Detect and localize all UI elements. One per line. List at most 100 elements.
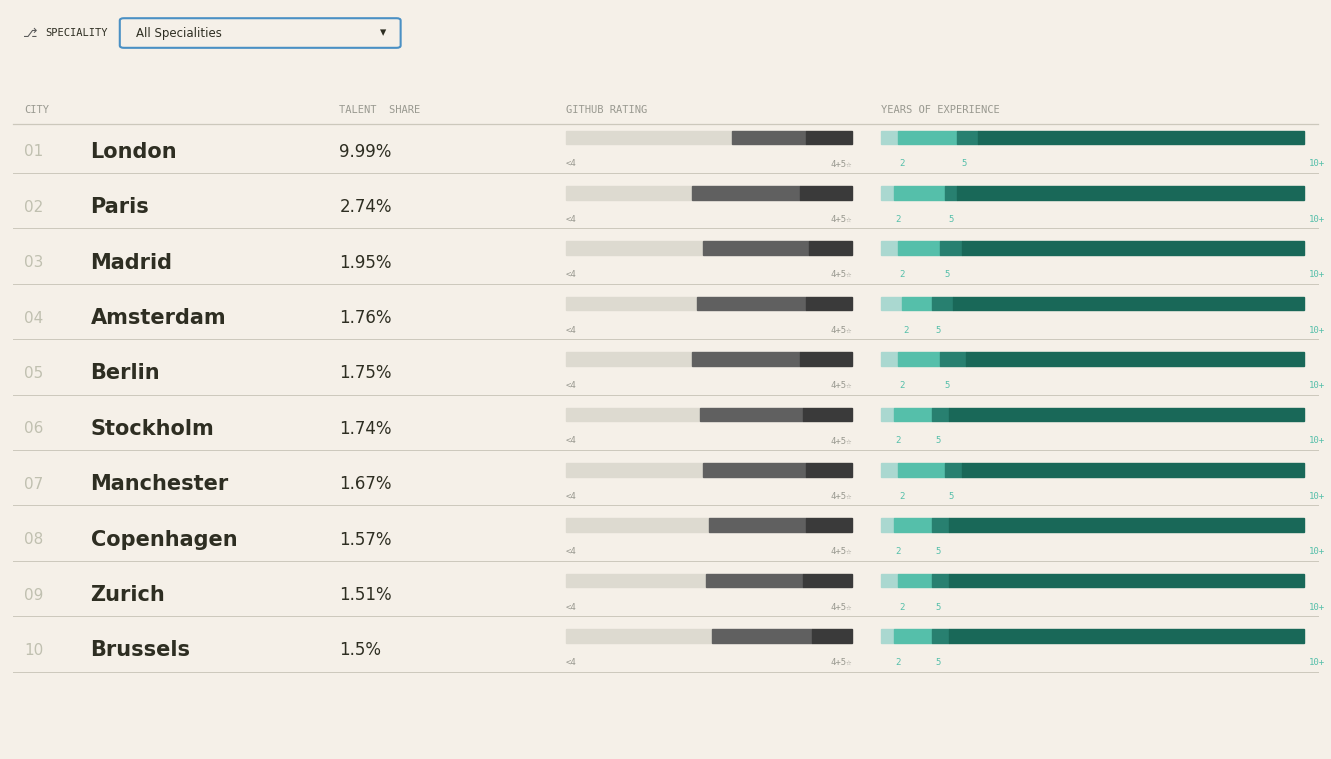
- Bar: [881, 629, 894, 643]
- FancyBboxPatch shape: [120, 18, 401, 48]
- Text: 09: 09: [24, 587, 44, 603]
- Text: 5: 5: [945, 270, 950, 279]
- Bar: [800, 186, 852, 200]
- Bar: [881, 352, 898, 366]
- Text: 03: 03: [24, 255, 44, 270]
- Text: 2: 2: [896, 436, 901, 446]
- Text: 4+5☆: 4+5☆: [831, 381, 852, 390]
- Bar: [898, 131, 957, 144]
- Text: 2.74%: 2.74%: [339, 198, 391, 216]
- Text: 5: 5: [936, 326, 941, 335]
- Bar: [945, 186, 957, 200]
- Text: 10+: 10+: [1308, 492, 1324, 501]
- Bar: [949, 629, 1304, 643]
- Text: 07: 07: [24, 477, 43, 492]
- Text: 4+5☆: 4+5☆: [831, 492, 852, 501]
- Bar: [566, 241, 703, 255]
- Bar: [807, 463, 852, 477]
- Bar: [945, 463, 961, 477]
- Bar: [898, 463, 945, 477]
- Text: Amsterdam: Amsterdam: [91, 308, 226, 328]
- Bar: [881, 574, 898, 587]
- Text: <4: <4: [566, 492, 576, 501]
- Text: Berlin: Berlin: [91, 364, 160, 383]
- Text: 1.95%: 1.95%: [339, 254, 391, 272]
- Text: Brussels: Brussels: [91, 641, 190, 660]
- Text: YEARS OF EXPERIENCE: YEARS OF EXPERIENCE: [881, 105, 1000, 115]
- Text: 1.74%: 1.74%: [339, 420, 391, 438]
- Bar: [957, 186, 1304, 200]
- Text: Madrid: Madrid: [91, 253, 173, 272]
- Text: 1.67%: 1.67%: [339, 475, 391, 493]
- Bar: [812, 629, 852, 643]
- Bar: [705, 574, 803, 587]
- Text: 2: 2: [904, 326, 909, 335]
- Bar: [898, 352, 941, 366]
- Text: 4+5☆: 4+5☆: [831, 603, 852, 612]
- Text: GITHUB RATING: GITHUB RATING: [566, 105, 647, 115]
- Text: 4+5☆: 4+5☆: [831, 270, 852, 279]
- Bar: [703, 463, 807, 477]
- Text: 10+: 10+: [1308, 215, 1324, 224]
- Text: 10+: 10+: [1308, 547, 1324, 556]
- Text: 4+5☆: 4+5☆: [831, 159, 852, 168]
- Bar: [566, 574, 705, 587]
- Text: Paris: Paris: [91, 197, 149, 217]
- Bar: [803, 574, 852, 587]
- Bar: [708, 518, 807, 532]
- Text: <4: <4: [566, 326, 576, 335]
- Bar: [932, 574, 949, 587]
- Bar: [902, 297, 932, 310]
- Text: <4: <4: [566, 381, 576, 390]
- Text: <4: <4: [566, 159, 576, 168]
- Bar: [566, 463, 703, 477]
- Bar: [949, 574, 1304, 587]
- Bar: [807, 297, 852, 310]
- Text: 2: 2: [896, 215, 901, 224]
- Text: Manchester: Manchester: [91, 474, 229, 494]
- Bar: [932, 629, 949, 643]
- Bar: [566, 131, 732, 144]
- Bar: [807, 518, 852, 532]
- Bar: [692, 186, 800, 200]
- Bar: [881, 408, 894, 421]
- Bar: [898, 574, 932, 587]
- Text: 5: 5: [936, 658, 941, 667]
- Text: 10+: 10+: [1308, 381, 1324, 390]
- Bar: [966, 352, 1304, 366]
- Bar: [894, 408, 932, 421]
- Bar: [809, 241, 852, 255]
- Bar: [932, 297, 953, 310]
- Bar: [894, 518, 932, 532]
- Bar: [807, 131, 852, 144]
- Text: 10+: 10+: [1308, 436, 1324, 446]
- Bar: [732, 131, 807, 144]
- Text: 4+5☆: 4+5☆: [831, 547, 852, 556]
- Text: 5: 5: [936, 547, 941, 556]
- Text: 10+: 10+: [1308, 603, 1324, 612]
- Text: 4+5☆: 4+5☆: [831, 326, 852, 335]
- Text: 10+: 10+: [1308, 270, 1324, 279]
- Text: 01: 01: [24, 144, 43, 159]
- Text: 2: 2: [896, 658, 901, 667]
- Bar: [932, 518, 949, 532]
- Text: <4: <4: [566, 215, 576, 224]
- Text: London: London: [91, 142, 177, 162]
- Bar: [932, 408, 949, 421]
- Bar: [898, 241, 941, 255]
- Bar: [881, 463, 898, 477]
- Text: 04: 04: [24, 310, 43, 326]
- Text: TALENT  SHARE: TALENT SHARE: [339, 105, 421, 115]
- Bar: [953, 297, 1304, 310]
- Text: 1.51%: 1.51%: [339, 586, 393, 604]
- Bar: [978, 131, 1304, 144]
- Text: ▾: ▾: [381, 27, 386, 39]
- Text: 5: 5: [949, 492, 954, 501]
- Text: 10+: 10+: [1308, 326, 1324, 335]
- Bar: [894, 186, 945, 200]
- Text: 2: 2: [900, 159, 905, 168]
- Bar: [881, 186, 894, 200]
- Bar: [961, 463, 1304, 477]
- Bar: [881, 297, 902, 310]
- Text: 2: 2: [900, 603, 905, 612]
